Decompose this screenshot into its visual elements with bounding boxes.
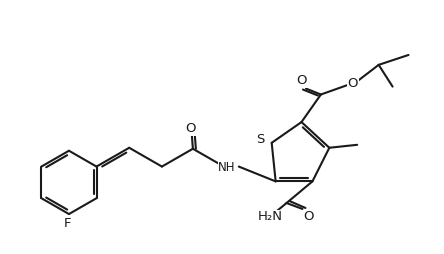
Text: F: F bbox=[64, 217, 72, 230]
Text: NH: NH bbox=[218, 161, 236, 174]
Text: O: O bbox=[347, 76, 358, 89]
Text: O: O bbox=[303, 210, 313, 223]
Text: O: O bbox=[186, 122, 196, 135]
Text: S: S bbox=[257, 133, 265, 146]
Text: H₂N: H₂N bbox=[258, 210, 283, 223]
Text: O: O bbox=[296, 74, 306, 87]
